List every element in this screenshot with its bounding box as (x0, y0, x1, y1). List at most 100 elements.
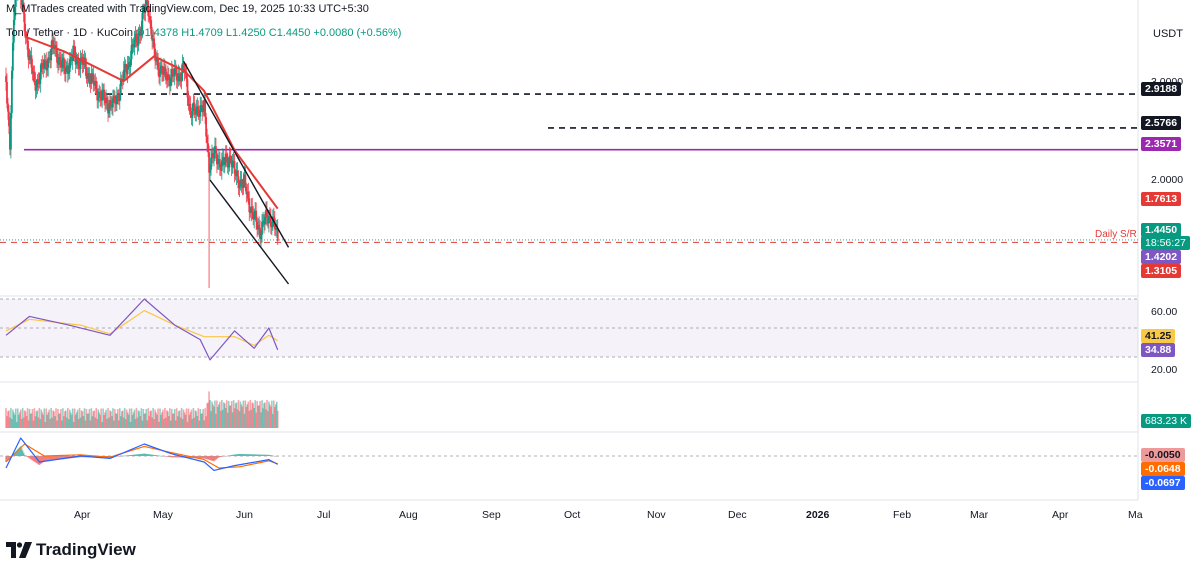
volume-bar (222, 402, 225, 428)
candle-body (140, 29, 143, 36)
macd-hist-bar (62, 456, 64, 460)
macd-hist-bar (249, 454, 252, 456)
macd-hist-bar (138, 454, 141, 456)
volume-bar (163, 418, 165, 428)
candle (114, 94, 117, 112)
candle (20, 0, 23, 11)
candle (103, 83, 105, 106)
rsi-ma-tag: 41.25 (1141, 329, 1176, 343)
candle (7, 97, 9, 120)
candle (216, 148, 218, 174)
macd-hist-bar (209, 456, 211, 461)
candle (47, 51, 50, 77)
macd-hist-bar (226, 455, 229, 457)
candle-body (180, 72, 183, 82)
candle (90, 66, 93, 90)
candle-body (20, 0, 23, 5)
candle-body (141, 12, 144, 30)
candle-body (146, 0, 149, 1)
volume-bar (118, 408, 121, 428)
symbol-name[interactable]: Ton / Tether · 1D · KuCoin (6, 27, 133, 39)
volume-bar (30, 413, 33, 428)
volume-bar (71, 408, 74, 428)
macd-hist-bar (132, 454, 135, 456)
candle-body (54, 45, 56, 49)
x-label-aug: Aug (399, 509, 418, 521)
candle (156, 50, 158, 70)
macd-hist-bar (130, 454, 133, 456)
ohlc-values: O1.4378 H1.4709 L1.4250 C1.4450 +0.0080 … (136, 27, 402, 39)
macd-hist-bar (240, 454, 243, 456)
candle (158, 62, 160, 84)
candle (52, 32, 54, 55)
volume-bar (124, 419, 127, 428)
volume-bar (106, 418, 108, 428)
macd-hist-bar (199, 456, 202, 459)
candle-body (113, 95, 115, 99)
candle (21, 0, 24, 13)
candle (228, 146, 231, 172)
candle-body (198, 115, 201, 117)
candle (150, 16, 153, 39)
macd-hist-bar (159, 455, 161, 457)
candle (257, 218, 260, 235)
macd-hist-tag: -0.0050 (1141, 448, 1185, 462)
tradingview-brand[interactable]: TradingView (6, 540, 136, 560)
volume-bar (159, 408, 161, 428)
volume-bar (139, 416, 142, 428)
candle (155, 52, 157, 66)
candle (5, 67, 7, 91)
volume-bar (119, 416, 122, 428)
candle (260, 230, 262, 247)
candle (251, 197, 254, 220)
candle-body (253, 214, 256, 220)
candle (226, 152, 229, 174)
candle-body (242, 179, 245, 189)
candle-body (268, 215, 270, 224)
candle (20, 0, 22, 9)
volume-bar (27, 420, 30, 428)
volume-bar (242, 400, 245, 428)
candle-body (230, 159, 233, 168)
macd-hist-bar (171, 456, 174, 458)
volume-bar (275, 401, 278, 428)
volume-bar (190, 409, 193, 428)
volume-bar (234, 403, 237, 428)
macd-hist-bar (195, 456, 198, 459)
volume-bar (28, 408, 31, 428)
macd-hist-bar (31, 456, 34, 461)
candle-body (143, 9, 146, 14)
candle (23, 4, 26, 37)
candle-body (261, 221, 263, 235)
candle (218, 151, 221, 176)
volume-bar (188, 414, 191, 428)
candle (152, 29, 155, 48)
volume-bar (273, 400, 275, 428)
candle-body (172, 74, 175, 77)
macd-hist-bar (149, 454, 152, 456)
candle (191, 103, 194, 127)
volume-bar (15, 408, 17, 428)
candle (59, 51, 61, 68)
candle-body (159, 70, 161, 77)
volume-bar (254, 400, 256, 428)
macd-hist-bar (211, 456, 213, 461)
candle-body (234, 173, 237, 177)
volume-bar (205, 416, 207, 428)
candle (240, 171, 243, 193)
volume-bar (41, 412, 44, 428)
macd-hist-bar (264, 454, 266, 456)
macd-hist-bar (8, 456, 10, 459)
candle (10, 105, 12, 159)
macd-hist-bar (66, 456, 68, 459)
macd-hist-bar (167, 456, 169, 457)
volume-bar (120, 411, 123, 428)
candle (254, 202, 257, 220)
candle (159, 61, 161, 86)
candle-body (205, 116, 208, 137)
ema-tag: 1.7613 (1141, 192, 1182, 206)
macd-hist-bar (254, 454, 256, 456)
candle-body (154, 48, 157, 61)
volume-bar (58, 413, 60, 428)
